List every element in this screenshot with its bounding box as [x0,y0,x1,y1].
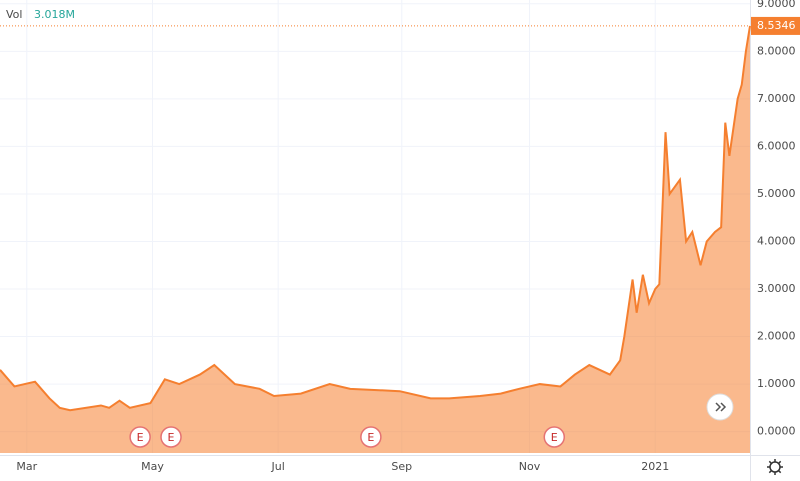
earnings-marker[interactable] [543,426,566,448]
x-tick-label: Jul [271,460,285,473]
price-line [0,25,751,412]
price-area [0,25,750,453]
x-tick-label: Sep [391,460,412,473]
settings-button[interactable] [767,459,783,475]
y-tick-label: 2.0000 [757,330,796,343]
volume-label: Vol [6,8,22,21]
y-tick-label: 5.0000 [757,187,796,200]
y-tick-label: 3.0000 [757,282,796,295]
earnings-marker[interactable] [360,426,382,448]
earnings-label: E [367,431,374,444]
y-tick-label: 9.0000 [757,0,796,10]
last-price-box [751,16,800,35]
volume-value: 3.018M [34,8,75,21]
y-tick-label: 6.0000 [757,139,796,152]
y-tick-label: 0.0000 [757,425,796,438]
last-price-label: 8.5346 [757,19,796,32]
earnings-marker[interactable] [129,426,151,448]
earnings-marker[interactable] [160,426,182,448]
scroll-button[interactable] [706,393,734,421]
y-tick-label: 4.0000 [757,234,796,247]
x-tick-label: 2021 [641,460,669,473]
y-tick-label: 1.0000 [757,377,796,390]
earnings-label: E [551,431,558,444]
earnings-label: E [168,431,175,444]
x-tick-label: May [141,460,164,473]
x-tick-label: Nov [519,460,541,473]
y-tick-label: 8.0000 [757,44,796,57]
y-tick-label: 7.0000 [757,92,796,105]
x-tick-label: Mar [16,460,37,473]
earnings-label: E [137,431,144,444]
